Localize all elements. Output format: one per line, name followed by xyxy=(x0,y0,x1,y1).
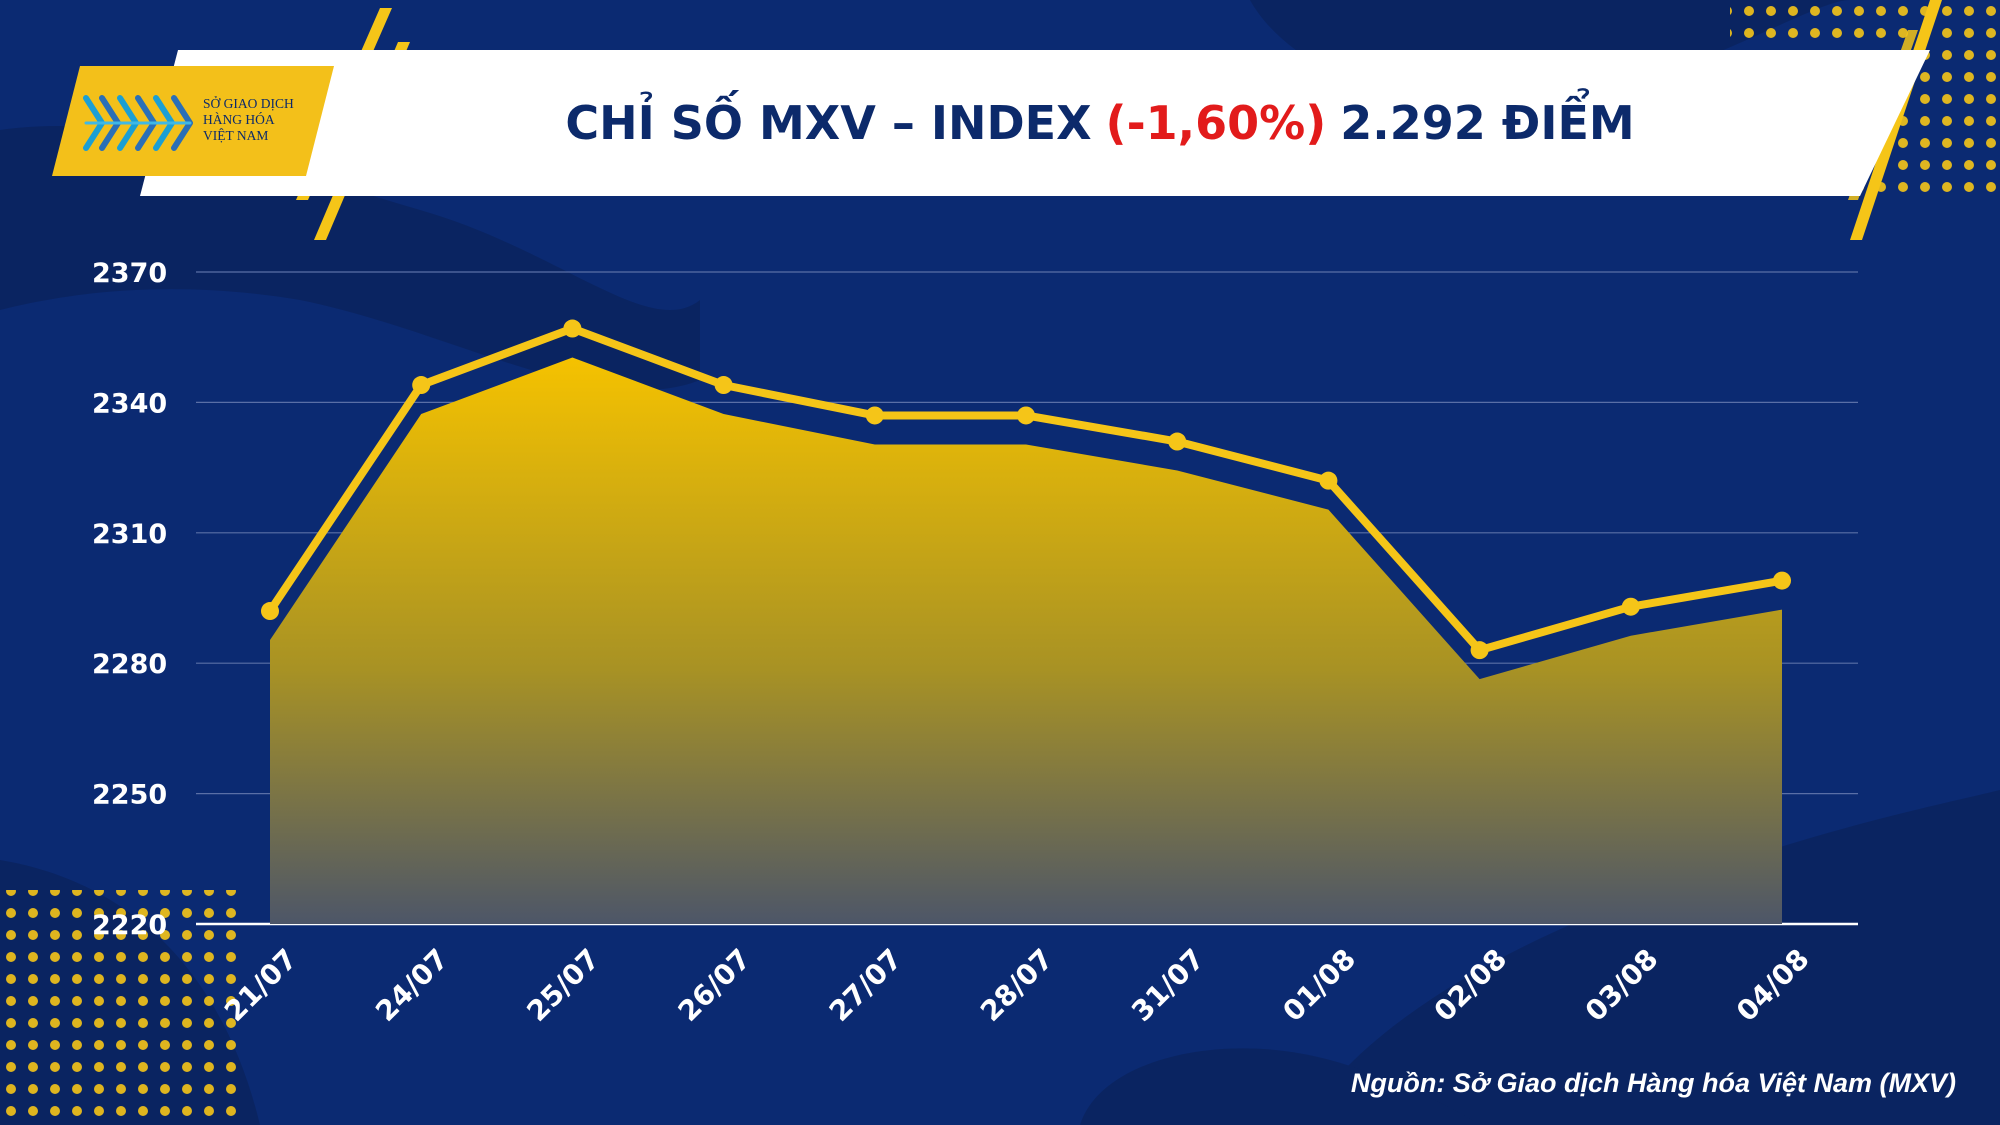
x-tick-label: 31/07 xyxy=(1125,942,1211,1028)
logo-line-3: VIỆT NAM xyxy=(203,128,269,143)
title-change-percent: (-1,60%) xyxy=(1105,96,1327,150)
data-point xyxy=(1470,641,1489,660)
logo-line-2: HÀNG HÓA xyxy=(203,112,275,127)
y-tick-label: 2370 xyxy=(92,258,167,289)
source-note: Nguồn: Sở Giao dịch Hàng hóa Việt Nam (M… xyxy=(1350,1068,1956,1098)
y-tick-label: 2220 xyxy=(92,910,167,941)
x-tick-label: 02/08 xyxy=(1428,942,1514,1028)
logo-text: SỞ GIAO DỊCH HÀNG HÓA VIỆT NAM xyxy=(203,96,333,144)
data-point xyxy=(563,319,582,338)
chart-title: CHỈ SỐ MXV – INDEX (-1,60%) 2.292 ĐIỂM xyxy=(330,50,1870,196)
x-tick-label: 01/08 xyxy=(1276,942,1362,1028)
data-point xyxy=(1319,471,1338,490)
y-tick-label: 2280 xyxy=(92,649,167,680)
x-tick-label: 04/08 xyxy=(1730,942,1816,1028)
data-point xyxy=(261,602,279,621)
data-point xyxy=(1168,432,1187,451)
title-prefix: CHỈ SỐ MXV – INDEX xyxy=(565,96,1092,150)
x-axis-ticks: 21/07 24/07 25/07 26/07 27/07 28/07 31/07 01/08… xyxy=(218,942,1816,1028)
data-point xyxy=(865,406,884,425)
data-point xyxy=(714,376,733,395)
y-tick-label: 2340 xyxy=(92,388,167,419)
mxv-logo-icon xyxy=(83,95,193,151)
y-tick-label: 2250 xyxy=(92,780,167,811)
x-tick-label: 28/07 xyxy=(974,942,1060,1028)
data-point xyxy=(412,376,431,395)
y-tick-label: 2310 xyxy=(92,519,167,550)
data-point xyxy=(1017,406,1035,425)
x-tick-label: 25/07 xyxy=(520,942,606,1028)
data-point xyxy=(1621,597,1640,616)
y-axis-ticks: 2370 2340 2310 2280 2250 2220 xyxy=(92,258,167,941)
x-tick-label: 27/07 xyxy=(823,942,909,1028)
title-value: 2.292 ĐIỂM xyxy=(1340,96,1635,150)
area-shape xyxy=(270,357,1782,924)
x-tick-label: 26/07 xyxy=(672,942,758,1028)
data-point xyxy=(1773,571,1791,590)
data-points xyxy=(261,319,1791,660)
area-fill xyxy=(270,357,1782,924)
x-tick-label: 03/08 xyxy=(1579,942,1665,1028)
logo-line-1: SỞ GIAO DỊCH xyxy=(203,96,294,111)
title-banner xyxy=(140,50,1930,196)
x-tick-label: 24/07 xyxy=(369,942,455,1028)
x-tick-label: 21/07 xyxy=(218,942,304,1028)
